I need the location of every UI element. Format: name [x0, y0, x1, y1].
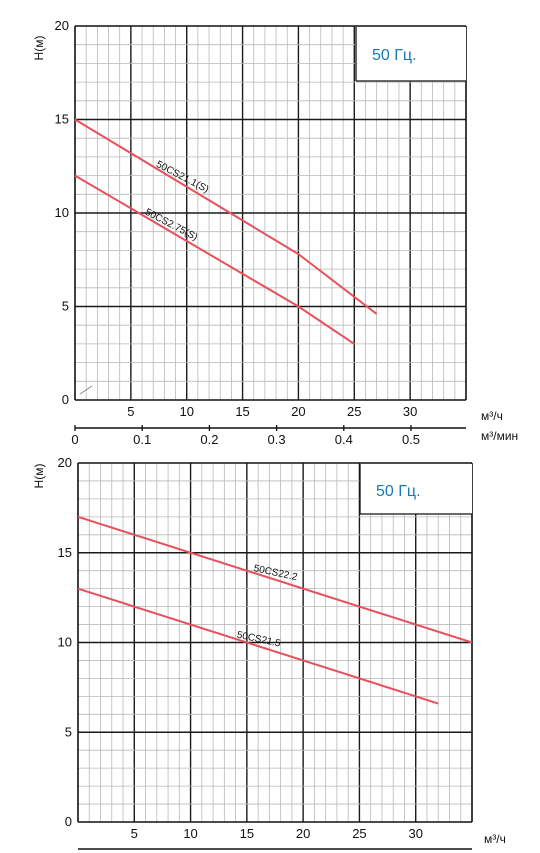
x2-tick-label: 0.2: [200, 432, 218, 447]
x-tick-label: 20: [296, 826, 310, 841]
x-tick-label: 25: [347, 404, 361, 419]
x-tick-label: 15: [235, 404, 249, 419]
y-tick-label: 15: [58, 545, 72, 560]
y-tick-label: 0: [65, 814, 72, 829]
chart-1-secondary-axis: 0 0.1 0.2 0.3 0.4 0.5: [71, 425, 466, 447]
chart-2-grid: [78, 463, 472, 822]
x-tick-label: 5: [131, 826, 138, 841]
y-tick-label: 20: [55, 18, 69, 33]
chart-2-frequency-label: 50 Гц.: [376, 483, 421, 500]
chart-1-origin-mark: [79, 385, 93, 395]
series-line-50CS22.2: [77, 515, 473, 644]
y-tick-label: 10: [58, 635, 72, 650]
y-tick-label: 10: [55, 205, 69, 220]
series-label-50CS2.75(S): 50CS2.75(S): [143, 207, 199, 243]
y-tick-label: 20: [58, 455, 72, 470]
chart-2-x-units: м³/ч: [484, 832, 506, 846]
x-tick-label: 25: [352, 826, 366, 841]
x2-tick-label: 0.4: [335, 432, 353, 447]
chart-1-frame: [74, 25, 467, 401]
chart-1-x-units: м³/ч: [481, 409, 503, 423]
chart-2-x-tick-labels: 5 10 15 20 25 30: [131, 826, 423, 841]
x2-tick-label: 0.5: [402, 432, 420, 447]
chart-1-frequency-label: 50 Гц.: [372, 47, 417, 64]
x-tick-label: 30: [408, 826, 422, 841]
x-tick-label: 10: [183, 826, 197, 841]
chart-1-y-tick-labels: 0 5 10 15 20: [55, 18, 69, 407]
chart-1-frequency-box: 50 Гц.: [355, 27, 466, 82]
chart-2-frequency-box: 50 Гц.: [359, 464, 472, 515]
chart-1-x-tick-labels: 5 10 15 20 25 30: [127, 404, 417, 419]
chart-2: 50 Гц. Н(м) 0 5 10 15 20 5 10 15 20 25 30 м³/ч 50…: [32, 455, 506, 850]
x2-tick-label: 0.3: [268, 432, 286, 447]
x2-tick-label: 0: [71, 432, 78, 447]
y-tick-label: 5: [62, 299, 69, 314]
x-tick-label: 15: [240, 826, 254, 841]
chart-1-grid: [75, 26, 466, 400]
x-tick-label: 10: [179, 404, 193, 419]
y-tick-label: 15: [55, 112, 69, 127]
y-tick-label: 5: [65, 724, 72, 739]
series-line-50CS21.1(S): [74, 118, 378, 315]
chart-2-y-axis-label: Н(м): [32, 464, 46, 489]
x-tick-label: 20: [291, 404, 305, 419]
x-tick-label: 5: [127, 404, 134, 419]
x2-tick-label: 0.1: [133, 432, 151, 447]
x-tick-label: 30: [403, 404, 417, 419]
series-label-50CS21.1(S): 50CS21.1(S): [154, 159, 210, 195]
series-line-50CS21.5: [77, 587, 439, 705]
chart-1-x2-units: м³/мин: [481, 429, 518, 443]
y-tick-label: 0: [62, 392, 69, 407]
series-line-50CS2.75(S): [74, 174, 355, 345]
chart-2-y-tick-labels: 0 5 10 15 20: [58, 455, 72, 829]
chart-1-y-axis-label: Н(м): [32, 36, 46, 61]
